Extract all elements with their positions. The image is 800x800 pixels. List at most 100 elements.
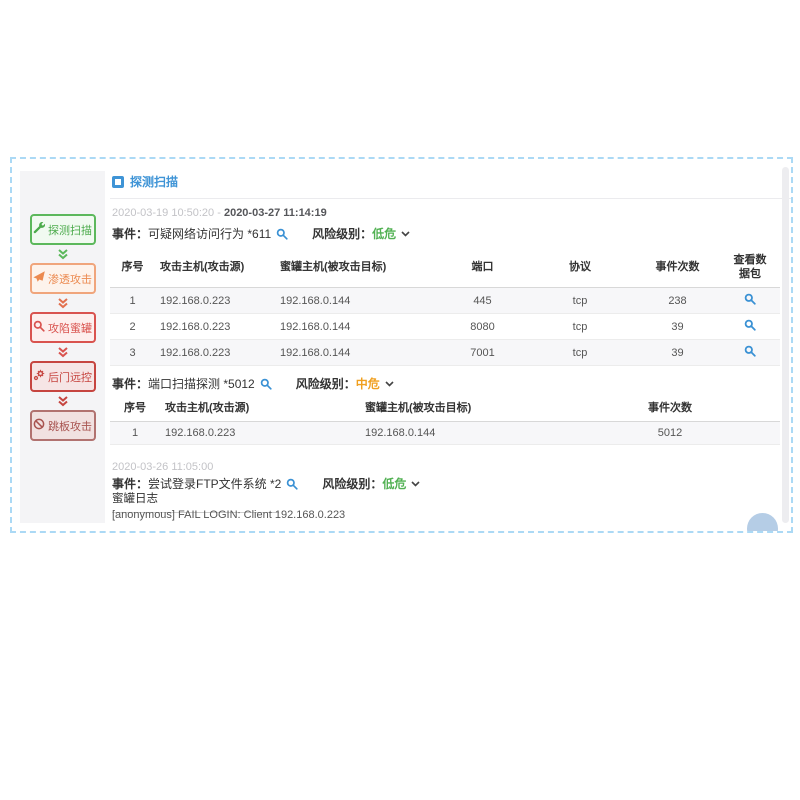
cell-attacker-host: 192.168.0.223 <box>160 320 231 333</box>
ban-icon <box>33 418 45 433</box>
cell-port: 7001 <box>470 346 495 359</box>
table-header-row: 序号 攻击主机(攻击源) 蜜罐主机(被攻击目标) 事件次数 <box>110 397 780 422</box>
event-name: 端口扫描探测 *5012 <box>148 377 255 391</box>
double-chevron-down-icon <box>57 392 69 410</box>
sidebar-step-label: 后门远控 <box>48 371 92 384</box>
date-separator: - <box>217 207 221 219</box>
risk-label: 风险级别： <box>312 227 373 241</box>
table-row: 2 192.168.0.223 192.168.0.144 8080 tcp 3… <box>110 314 780 340</box>
col-header: 事件次数 <box>655 260 700 273</box>
cell-honeypot-host: 192.168.0.144 <box>280 320 351 333</box>
col-header: 序号 <box>121 260 144 273</box>
paper-plane-icon <box>33 271 45 286</box>
sidebar-step-label: 探测扫描 <box>48 224 92 237</box>
honeypot-log-line: [anonymous] FAIL LOGIN: Client 192.168.0… <box>112 509 346 521</box>
event-label: 事件： <box>112 477 149 491</box>
back-to-top-button[interactable] <box>747 513 778 531</box>
double-chevron-down-icon <box>57 343 69 361</box>
sidebar-step-penetration-attack[interactable]: 渗透攻击 <box>29 263 96 294</box>
date-end: 2020-03-27 11:14:19 <box>223 207 327 219</box>
attack-chain-panel: 探测扫描 渗透攻击 攻陷蜜罐 后门远控 跳板攻击 <box>10 157 793 533</box>
cell-honeypot-host: 192.168.0.144 <box>280 294 351 307</box>
date-start: 2020-03-19 10:50:20 <box>112 207 215 219</box>
event-line: 事件： 尝试登录FTP文件系统 *2 风险级别： 低危 <box>112 475 420 492</box>
sidebar-step-label: 跳板攻击 <box>48 420 92 433</box>
event-name: 尝试登录FTP文件系统 *2 <box>148 477 282 491</box>
cell-honeypot-host: 192.168.0.144 <box>365 426 436 439</box>
col-header: 事件次数 <box>648 402 692 414</box>
risk-level-dropdown[interactable]: 中危 <box>356 375 394 392</box>
event-date: 2020-03-26 11:05:00 <box>112 461 213 473</box>
panel-title-text: 探测扫描 <box>130 175 179 189</box>
cell-attacker-host: 192.168.0.223 <box>165 426 236 439</box>
event-line: 事件： 可疑网络访问行为 *611 风险级别： 低危 <box>112 225 410 242</box>
table-header-row: 序号 攻击主机(攻击源) 蜜罐主机(被攻击目标) 端口 协议 事件次数 查看数据… <box>110 248 780 288</box>
cell-protocol: tcp <box>572 294 588 307</box>
view-packet-search-icon[interactable] <box>744 319 756 331</box>
honeypot-log-title: 蜜罐日志 <box>112 490 279 513</box>
sidebar-step-probe-scan[interactable]: 探测扫描 <box>29 214 96 245</box>
risk-value: 低危 <box>382 477 407 491</box>
event-name: 可疑网络访问行为 *611 <box>148 227 272 241</box>
cell-event-count: 238 <box>668 294 687 307</box>
cell-event-count: 39 <box>671 346 684 359</box>
date-text: 2020-03-26 11:05:00 <box>112 461 214 473</box>
risk-label: 风险级别： <box>295 377 356 391</box>
search-icon <box>33 320 45 335</box>
title-divider <box>110 198 791 199</box>
col-header: 蜜罐主机(被攻击目标) <box>365 402 472 414</box>
double-chevron-down-icon <box>57 245 69 263</box>
risk-label: 风险级别： <box>322 477 383 491</box>
table-row: 3 192.168.0.223 192.168.0.144 7001 tcp 3… <box>110 339 780 366</box>
scan-events-table: 序号 攻击主机(攻击源) 蜜罐主机(被攻击目标) 端口 协议 事件次数 查看数据… <box>110 248 780 366</box>
sidebar-step-compromise-honeypot[interactable]: 攻陷蜜罐 <box>29 312 96 343</box>
cell-event-count: 39 <box>671 320 684 333</box>
sidebar-step-backdoor-remote-control[interactable]: 后门远控 <box>29 361 96 392</box>
col-header: 端口 <box>471 260 494 273</box>
cell-honeypot-host: 192.168.0.144 <box>280 346 351 359</box>
col-header: 序号 <box>124 402 146 414</box>
double-chevron-down-icon <box>57 294 69 312</box>
sidebar-step-label: 渗透攻击 <box>48 273 92 286</box>
view-packet-search-icon[interactable] <box>744 345 756 357</box>
cell-event-count: 5012 <box>657 426 683 439</box>
attack-chain-sidebar: 探测扫描 渗透攻击 攻陷蜜罐 后门远控 跳板攻击 <box>20 171 105 523</box>
col-header: 攻击主机(攻击源) <box>165 402 250 414</box>
cell-index: 1 <box>131 426 139 439</box>
vertical-scrollbar[interactable] <box>782 167 789 523</box>
event-line: 事件： 端口扫描探测 *5012 风险级别： 中危 <box>112 375 394 392</box>
search-icon[interactable] <box>286 478 299 490</box>
gears-icon <box>33 369 45 384</box>
chevron-down-icon <box>401 230 410 237</box>
table-row: 1 192.168.0.223 192.168.0.144 445 tcp 23… <box>110 287 780 314</box>
cell-attacker-host: 192.168.0.223 <box>160 294 231 307</box>
risk-value: 中危 <box>355 377 380 391</box>
date-range: 2020-03-19 10:50:20 - 2020-03-27 11:14:1… <box>112 207 327 219</box>
cell-protocol: tcp <box>572 320 588 333</box>
chevron-down-icon <box>385 380 394 387</box>
cell-index: 1 <box>129 294 136 307</box>
event-label: 事件： <box>112 377 149 391</box>
blue-square-icon <box>112 175 124 188</box>
col-header: 查看数据包 <box>733 254 767 281</box>
table-row: 1 192.168.0.223 192.168.0.144 5012 <box>110 421 780 445</box>
search-icon[interactable] <box>260 378 272 390</box>
risk-level-dropdown[interactable]: 低危 <box>372 225 410 242</box>
cell-index: 2 <box>129 320 136 333</box>
col-header: 攻击主机(攻击源) <box>160 260 245 273</box>
sidebar-step-label: 攻陷蜜罐 <box>48 322 92 335</box>
risk-level-dropdown[interactable]: 低危 <box>382 475 420 492</box>
main-content: 探测扫描 2020-03-19 10:50:20 - 2020-03-27 11… <box>110 159 791 531</box>
panel-title: 探测扫描 <box>112 173 178 190</box>
cell-attacker-host: 192.168.0.223 <box>160 346 231 359</box>
search-icon[interactable] <box>276 228 288 240</box>
cell-port: 8080 <box>470 320 495 333</box>
view-packet-search-icon[interactable] <box>744 293 756 305</box>
port-scan-table: 序号 攻击主机(攻击源) 蜜罐主机(被攻击目标) 事件次数 1 192.168.… <box>110 397 780 445</box>
sidebar-step-pivot-attack[interactable]: 跳板攻击 <box>29 410 96 441</box>
event-label: 事件： <box>112 227 149 241</box>
cell-port: 445 <box>473 294 492 307</box>
col-header: 协议 <box>569 260 591 273</box>
cell-protocol: tcp <box>572 346 588 359</box>
wrench-icon <box>33 222 46 237</box>
